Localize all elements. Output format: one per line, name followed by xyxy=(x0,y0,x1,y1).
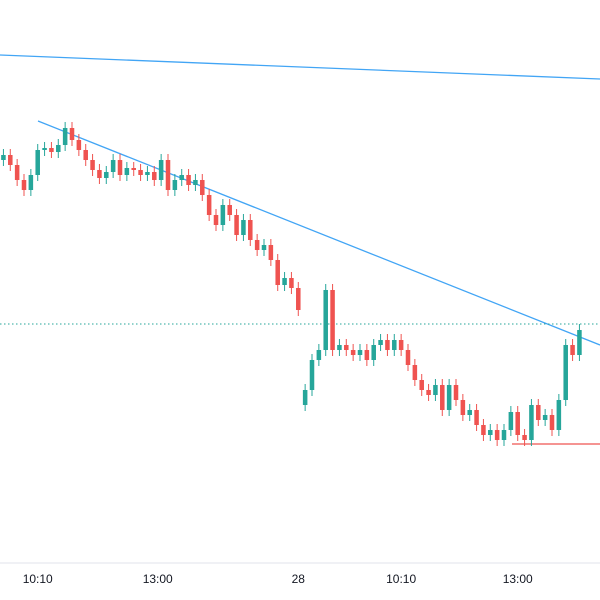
candle-body xyxy=(344,345,349,350)
candle-body xyxy=(433,385,438,395)
candle-body xyxy=(522,435,527,440)
candle-body xyxy=(440,385,445,410)
candle-body xyxy=(28,175,34,190)
candle-body xyxy=(124,168,130,175)
candle-body xyxy=(21,180,27,190)
candle-body xyxy=(453,385,459,400)
candle-body xyxy=(508,412,514,430)
candle-body xyxy=(426,390,431,395)
candle-body xyxy=(296,288,301,310)
candles xyxy=(1,122,582,446)
candle-body xyxy=(563,345,568,400)
candle-body xyxy=(241,220,246,235)
candle-body xyxy=(405,350,411,365)
candle-body xyxy=(76,140,82,150)
candle-body xyxy=(398,340,404,350)
candle-body xyxy=(474,410,479,425)
x-axis: 10:10 13:00 28 10:10 13:00 xyxy=(23,572,533,586)
candle-body xyxy=(261,245,267,250)
candle-body xyxy=(481,425,486,435)
candle-body xyxy=(357,350,363,355)
candle-body xyxy=(138,170,143,175)
candle-body xyxy=(282,278,287,285)
candle-body xyxy=(412,365,418,380)
candle-body xyxy=(378,340,383,345)
candle-body xyxy=(350,350,356,355)
candle-body xyxy=(364,350,370,360)
candle-body xyxy=(152,172,157,180)
candle-body xyxy=(337,345,342,350)
candle-body xyxy=(172,180,178,190)
trend-line xyxy=(37,120,600,346)
candle-body xyxy=(145,172,150,175)
candle-body xyxy=(371,345,376,360)
candle-body xyxy=(248,220,253,240)
candle-body xyxy=(56,145,61,152)
candle-body xyxy=(529,405,534,440)
candle-body xyxy=(467,410,472,415)
candle-body xyxy=(35,150,40,175)
x-tick-label: 13:00 xyxy=(143,572,173,586)
candle-body xyxy=(220,205,226,225)
candle-body xyxy=(316,350,322,360)
candle-body xyxy=(577,330,582,355)
candle-body xyxy=(494,430,500,440)
candle-body xyxy=(62,128,68,145)
x-tick-label: 28 xyxy=(292,572,306,586)
candle-body xyxy=(515,412,520,435)
candle-body xyxy=(117,160,123,175)
candle-body xyxy=(227,205,232,215)
candle-body xyxy=(392,340,397,350)
candle-body xyxy=(556,400,562,430)
candle-body xyxy=(158,160,164,180)
candle-body xyxy=(254,240,260,250)
candle-body xyxy=(200,180,205,195)
candle-body xyxy=(446,385,452,410)
candle-body xyxy=(385,340,390,350)
candle-body xyxy=(14,165,20,180)
candle-body xyxy=(549,415,555,430)
candle-body xyxy=(213,215,219,225)
candle-body xyxy=(419,380,424,390)
candle-body xyxy=(302,390,308,405)
candle-body xyxy=(460,400,466,415)
candle-body xyxy=(330,290,335,350)
candle-body xyxy=(268,245,274,260)
candle-body xyxy=(83,150,88,160)
candle-body xyxy=(69,128,75,140)
candle-body xyxy=(234,215,239,235)
candle-body xyxy=(542,415,548,420)
candle-body xyxy=(488,430,493,435)
candle-body xyxy=(323,290,328,350)
candle-body xyxy=(131,168,136,170)
candle-body xyxy=(570,345,575,355)
candle-body xyxy=(110,160,116,172)
x-tick-label: 13:00 xyxy=(503,572,533,586)
candle-body xyxy=(104,172,109,178)
trend-line xyxy=(0,54,600,80)
candle-body xyxy=(165,160,171,190)
candle-body xyxy=(501,430,507,440)
candle-body xyxy=(193,180,198,185)
candle-body xyxy=(8,155,13,165)
x-tick-label: 10:10 xyxy=(386,572,416,586)
candle-body xyxy=(289,278,294,288)
x-tick-label: 10:10 xyxy=(23,572,53,586)
candle-body xyxy=(97,170,102,178)
candle-body xyxy=(186,175,191,185)
candle-body xyxy=(49,148,54,152)
candle-body xyxy=(536,405,541,420)
candle-body xyxy=(90,160,95,170)
candle-body xyxy=(309,360,315,390)
candle-body xyxy=(179,175,184,180)
candle-body xyxy=(1,155,6,160)
candle-body xyxy=(42,148,47,150)
candle-body xyxy=(275,260,280,285)
candle-body xyxy=(206,195,212,215)
